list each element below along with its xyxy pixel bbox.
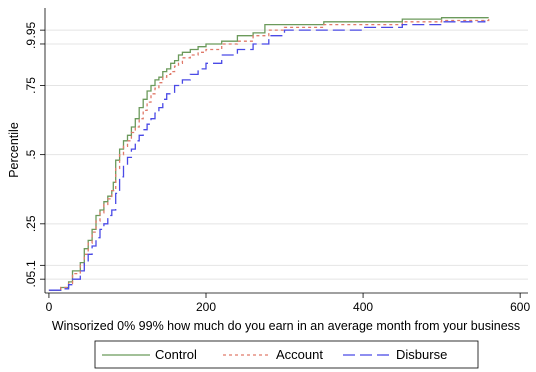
y-axis-title: Percentile xyxy=(7,122,21,178)
grid-lines xyxy=(45,29,528,280)
legend-label-account: Account xyxy=(276,347,323,362)
x-tick-label: 600 xyxy=(510,300,530,314)
x-tick-label: 0 xyxy=(46,300,53,314)
series-line-disburse xyxy=(48,20,486,291)
x-axis: 0 200 400 600 xyxy=(45,292,530,314)
legend: Control Account Disburse xyxy=(94,340,479,369)
y-tick-label: .05 xyxy=(24,271,38,288)
y-tick-label: .9 xyxy=(24,39,38,49)
legend-label-disburse: Disburse xyxy=(396,347,447,362)
y-axis: .05.1 .25 .5 .75 .9.95 xyxy=(24,8,46,293)
legend-box xyxy=(94,340,479,369)
x-tick-label: 200 xyxy=(196,300,216,314)
series-line-account xyxy=(48,19,490,291)
plot-background xyxy=(45,8,528,293)
y-tick-label: .5 xyxy=(24,149,38,159)
y-tick-label: .25 xyxy=(24,215,38,232)
x-axis-title: Winsorized 0% 99% how much do you earn i… xyxy=(52,319,520,333)
y-tick-label: .1 xyxy=(24,260,38,270)
series-line-control xyxy=(48,17,489,291)
series-group xyxy=(48,17,490,291)
legend-label-control: Control xyxy=(155,347,197,362)
x-tick-label: 400 xyxy=(353,300,373,314)
y-tick-label: .75 xyxy=(24,77,38,94)
y-tick-label: .95 xyxy=(24,21,38,38)
